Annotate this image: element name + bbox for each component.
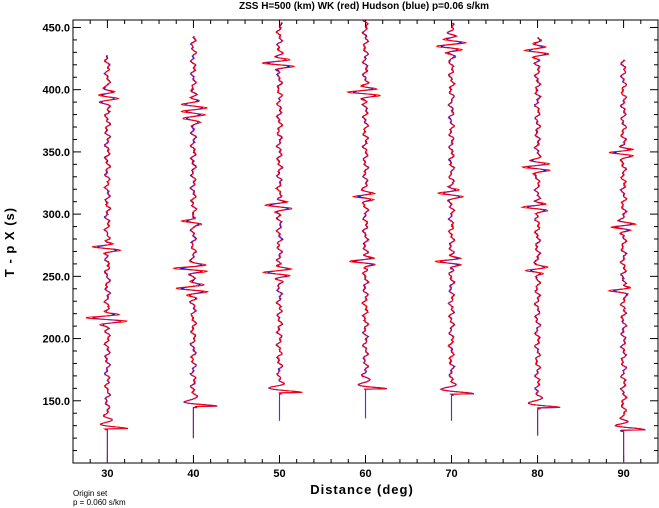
hudson-trace-80: [526, 36, 560, 436]
y-axis-label: T - p X (s): [2, 207, 17, 277]
hudson-trace-40: [179, 35, 218, 439]
x-tick-label: 80: [531, 468, 543, 480]
y-tick-label: 300.0: [42, 209, 70, 221]
x-tick-label: 40: [187, 468, 199, 480]
wk-trace-40: [172, 36, 217, 439]
chart-title: ZSS H=500 (km) WK (red) Hudson (blue) p=…: [239, 1, 489, 12]
y-axis-ticks: 150.0 200.0 250.0 300.0 350.0 400.0 450.0: [42, 22, 658, 452]
y-tick-label: 250.0: [42, 271, 70, 283]
footer-origin-note: Origin set: [73, 489, 108, 498]
hudson-trace-50: [265, 22, 302, 421]
trace-group: [85, 20, 646, 463]
wk-trace-80: [520, 37, 561, 436]
hudson-trace-60: [351, 20, 387, 419]
x-tick-label: 90: [617, 468, 629, 480]
y-tick-label: 400.0: [42, 85, 70, 97]
footer-ray-parameter: p = 0.060 s/km: [73, 498, 126, 507]
hudson-trace-30: [91, 54, 129, 463]
wk-trace-50: [262, 22, 303, 421]
y-tick-label: 350.0: [42, 147, 70, 159]
wk-trace-60: [346, 20, 387, 419]
x-tick-label: 70: [445, 468, 457, 480]
x-tick-label: 50: [273, 468, 285, 480]
wk-trace-30: [85, 54, 128, 463]
y-tick-label: 200.0: [42, 334, 70, 346]
wk-trace-70: [434, 22, 474, 421]
wk-trace-90: [606, 59, 646, 463]
x-tick-label: 60: [359, 468, 371, 480]
x-tick-label: 30: [101, 468, 113, 480]
hudson-trace-90: [612, 59, 646, 463]
y-tick-label: 450.0: [42, 22, 70, 34]
hudson-trace-70: [439, 22, 475, 421]
y-tick-label: 150.0: [42, 396, 70, 408]
x-axis-ticks: 30 40 50 60 70 80 90: [72, 20, 659, 480]
x-axis-label: Distance (deg): [310, 482, 414, 497]
